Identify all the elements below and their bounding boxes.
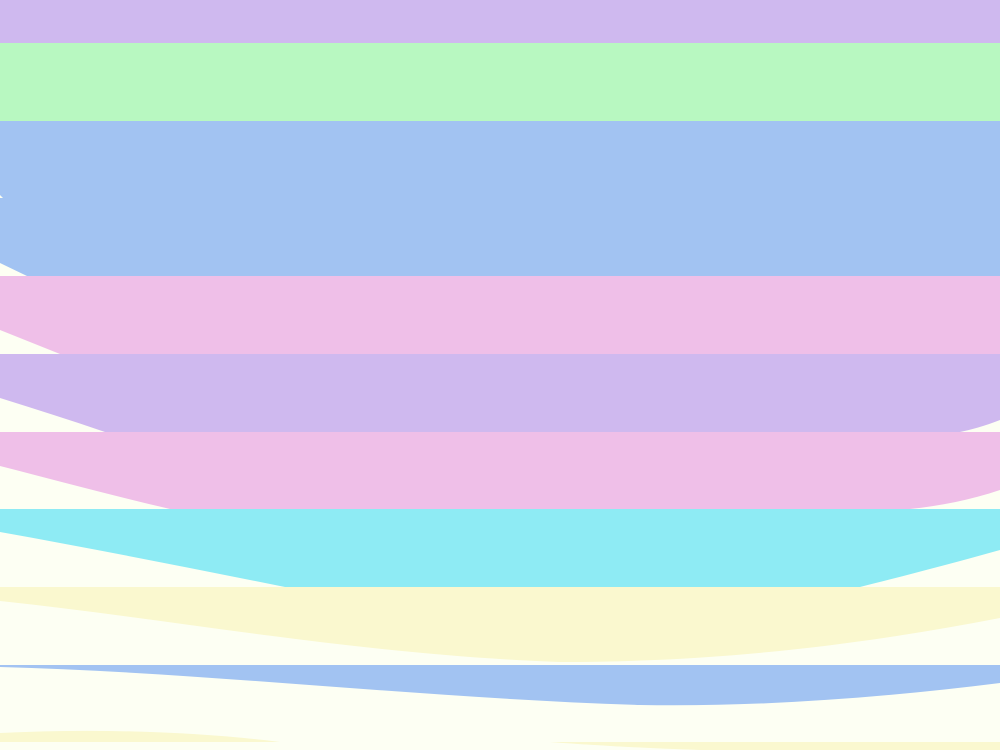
band-9-yellow: [0, 587, 1000, 662]
band-11-yellow: [0, 730, 280, 742]
band-4-blue: [0, 198, 1000, 276]
band-7-pink: [0, 432, 1000, 509]
band-2-green: [0, 43, 1000, 121]
band-3-blue: [0, 121, 1000, 198]
band-8-cyan: [0, 509, 1000, 587]
band-5-pink: [0, 276, 1000, 354]
band-12-yellow: [550, 742, 1000, 750]
band-6-purple: [0, 354, 1000, 432]
band-1-purple: [0, 0, 1000, 43]
band-10-blue: [0, 665, 1000, 706]
